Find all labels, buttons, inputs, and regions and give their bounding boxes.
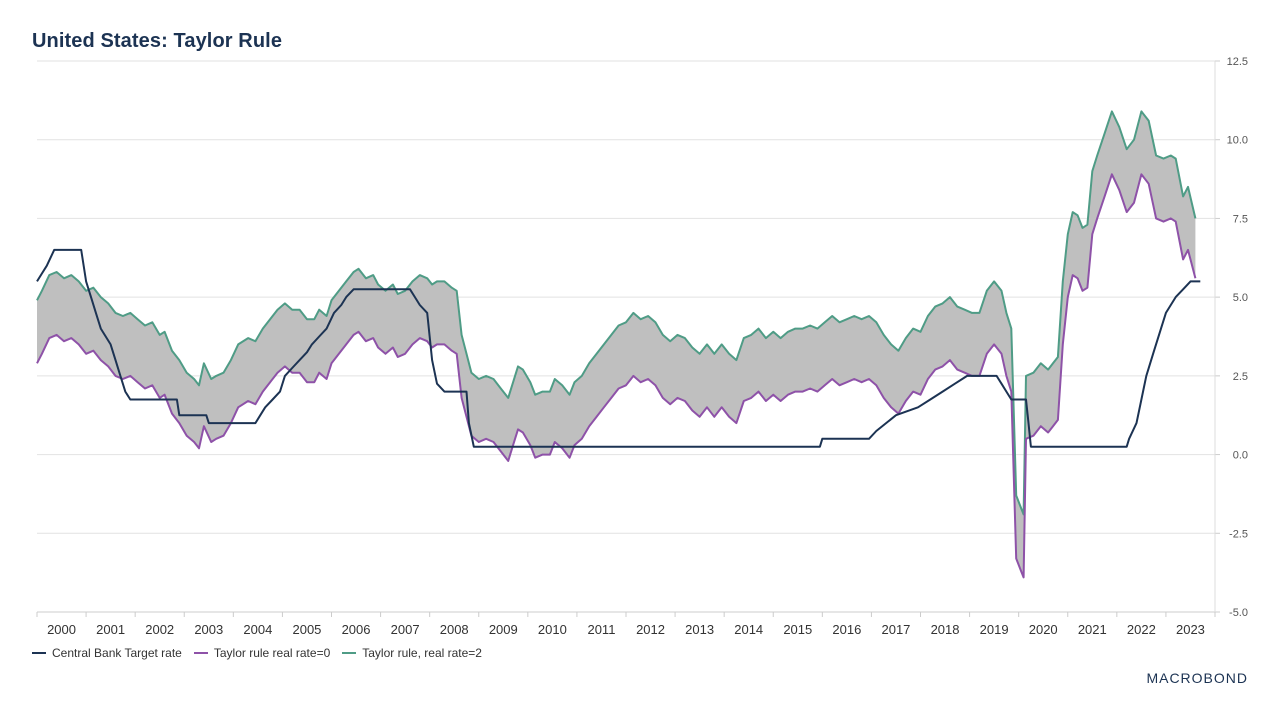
- x-tick-label: 2013: [685, 622, 714, 637]
- legend-item: Taylor rule real rate=0: [193, 646, 331, 660]
- x-tick-label: 2007: [391, 622, 420, 637]
- legend-label: Taylor rule, real rate=2: [362, 646, 482, 660]
- x-tick-label: 2020: [1029, 622, 1058, 637]
- series-lines: [36, 110, 1201, 579]
- legend-item: Central Bank Target rate: [32, 646, 182, 660]
- legend-label: Taylor rule real rate=0: [213, 646, 331, 660]
- y-tick-label: -2.5: [1229, 528, 1248, 540]
- x-tick-label: 2019: [980, 622, 1009, 637]
- series-line-central-bank-target-rate: [36, 248, 1201, 448]
- x-tick-label: 2014: [734, 622, 763, 637]
- x-tick-label: 2002: [145, 622, 174, 637]
- y-tick-label: 12.5: [1227, 56, 1248, 68]
- x-tick-label: 2016: [832, 622, 861, 637]
- legend-swatch: [193, 652, 208, 654]
- x-tick-label: 2008: [440, 622, 469, 637]
- x-axis: 2000 2001 2002 2003 2004 2005 2006 2007 2008 2009…: [36, 611, 1216, 637]
- legend-item: Taylor rule, real rate=2: [342, 646, 482, 660]
- x-tick-label: 2003: [194, 622, 223, 637]
- x-tick-label: 2000: [47, 622, 76, 637]
- y-tick-label: -5.0: [1229, 607, 1248, 619]
- x-tick-label: 2006: [342, 622, 371, 637]
- y-tick-label: 7.5: [1233, 213, 1248, 225]
- x-tick-label: 2005: [292, 622, 321, 637]
- x-tick-label: 2012: [636, 622, 665, 637]
- y-tick-label: 10.0: [1227, 135, 1248, 147]
- x-tick-label: 2004: [243, 622, 272, 637]
- x-tick-label: 2017: [881, 622, 910, 637]
- series-line-taylor-rule-real-rate-0: [36, 173, 1197, 579]
- y-tick-label: 5.0: [1233, 292, 1248, 304]
- series-line-taylor-rule-real-rate-2: [36, 110, 1197, 516]
- legend: Central Bank Target rate Taylor rule rea…: [32, 646, 482, 660]
- y-axis: 12.5 10.0 7.5 5.0 2.5 0.0 -2.5 -5.0: [1214, 56, 1248, 619]
- x-tick-label: 2018: [931, 622, 960, 637]
- band-fill: [37, 111, 1196, 578]
- legend-swatch: [32, 652, 46, 654]
- x-tick-label: 2001: [96, 622, 125, 637]
- y-tick-label: 0.0: [1233, 450, 1248, 462]
- x-tick-label: 2011: [587, 622, 615, 637]
- taylor-band-area: [37, 111, 1196, 578]
- x-tick-label: 2015: [783, 622, 812, 637]
- legend-swatch: [342, 652, 357, 654]
- x-tick-label: 2010: [538, 622, 567, 637]
- chart-title: United States: Taylor Rule: [32, 30, 283, 52]
- x-tick-label: 2009: [489, 622, 518, 637]
- y-tick-label: 2.5: [1233, 371, 1248, 383]
- legend-label: Central Bank Target rate: [52, 646, 182, 660]
- x-tick-label: 2022: [1127, 622, 1156, 637]
- brand-logo: MACROBOND: [1146, 670, 1248, 686]
- x-tick-label: 2021: [1078, 622, 1107, 637]
- x-tick-label: 2023: [1176, 622, 1205, 637]
